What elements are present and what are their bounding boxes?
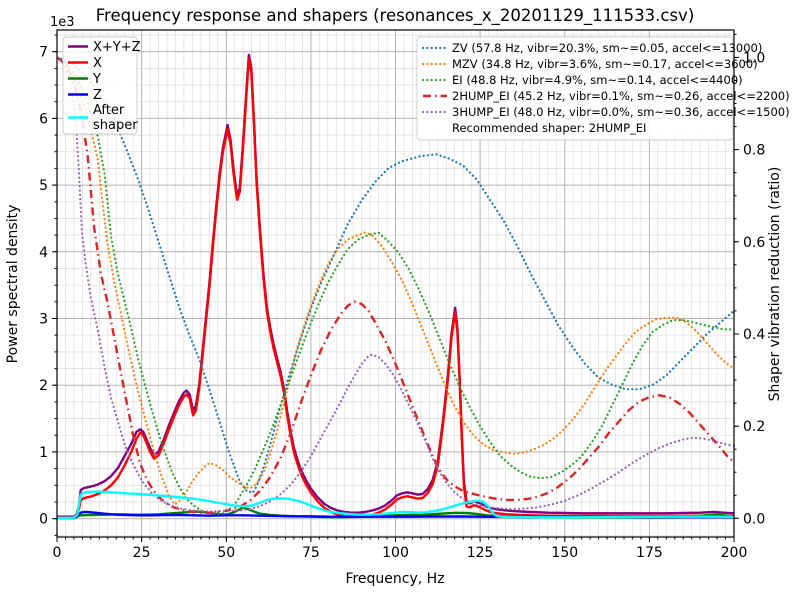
y-left-tick-label: 6 xyxy=(39,111,48,127)
legend-label: ZV (57.8 Hz, vibr=20.3%, sm~=0.05, accel… xyxy=(452,41,762,55)
y-right-tick-label: 1.0 xyxy=(743,50,765,66)
legend-label: 3HUMP_EI (48.0 Hz, vibr=0.0%, sm~=0.36, … xyxy=(452,105,790,119)
x-tick-label: 50 xyxy=(217,545,235,561)
legend-label: 2HUMP_EI (45.2 Hz, vibr=0.1%, sm~=0.26, … xyxy=(452,89,790,103)
chart-title: Frequency response and shapers (resonanc… xyxy=(96,6,695,26)
x-axis-label: Frequency, Hz xyxy=(345,571,444,587)
x-tick-label: 200 xyxy=(721,545,748,561)
x-tick-label: 75 xyxy=(302,545,320,561)
legend-label: X+Y+Z xyxy=(93,40,141,55)
legend-label: X xyxy=(93,56,102,71)
y-left-tick-label: 5 xyxy=(39,178,48,194)
x-tick-label: 0 xyxy=(53,545,62,561)
y-left-tick-label: 3 xyxy=(39,312,48,328)
legend-label: EI (48.8 Hz, vibr=4.9%, sm~=0.14, accel<… xyxy=(452,73,743,87)
y-axis-label-right: Shaper vibration reduction (ratio) xyxy=(767,167,783,402)
legend-label: Y xyxy=(92,72,101,87)
y-right-tick-label: 0.6 xyxy=(743,235,765,251)
x-tick-label: 125 xyxy=(467,545,494,561)
y-axis-label-left: Power spectral density xyxy=(5,205,21,364)
x-tick-label: 175 xyxy=(636,545,663,561)
legend-label: Z xyxy=(93,88,102,103)
y-left-tick-label: 0 xyxy=(39,512,48,528)
y-left-tick-label: 4 xyxy=(39,245,48,261)
y-right-tick-label: 0.2 xyxy=(743,419,765,435)
plot-area: 0 25 50 75 100 125 150 175 200 0 1 2 3 4 5 6 7 0.0 0.2 0.4 0… xyxy=(39,29,790,561)
series-after xyxy=(57,490,734,520)
y-right-tick-label: 0.4 xyxy=(743,327,765,343)
y-axis-offset-text: 1e3 xyxy=(50,15,75,30)
x-tick-label: 25 xyxy=(133,545,151,561)
tick-labels: 0 25 50 75 100 125 150 175 200 0 1 2 3 4 5 6 7 0.0 0.2 0.4 0… xyxy=(39,45,765,561)
series-x xyxy=(57,57,734,519)
y-left-tick-label: 7 xyxy=(39,45,48,61)
legend-label: MZV (34.8 Hz, vibr=3.6%, sm~=0.17, accel… xyxy=(452,57,758,71)
legend-label: shaper xyxy=(93,118,138,133)
series-hump3 xyxy=(57,56,734,513)
legend-recommended-shaper: Recommended shaper: 2HUMP_EI xyxy=(452,121,646,135)
x-tick-label: 150 xyxy=(551,545,578,561)
y-left-tick-label: 2 xyxy=(39,378,48,394)
y-right-tick-label: 0.0 xyxy=(743,511,765,527)
legend-label: After xyxy=(93,103,125,118)
series-mzv xyxy=(57,56,734,506)
series-hump2 xyxy=(57,56,734,514)
y-right-tick-label: 0.8 xyxy=(743,143,765,159)
series-ei xyxy=(57,56,734,515)
x-tick-label: 100 xyxy=(382,545,409,561)
axis-ticks xyxy=(52,33,739,542)
y-left-tick-label: 1 xyxy=(39,445,48,461)
legend-shapers: ZV (57.8 Hz, vibr=20.3%, sm~=0.05, accel… xyxy=(416,36,790,141)
